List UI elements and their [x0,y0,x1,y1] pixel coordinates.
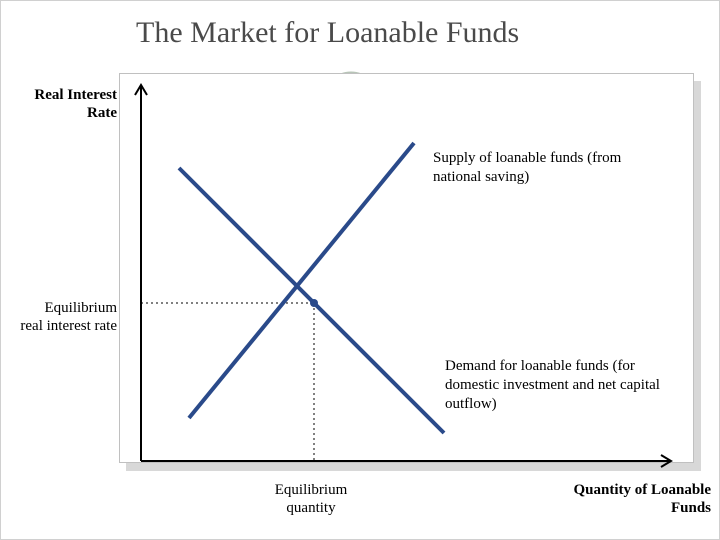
equilibrium-qty-label: Equilibrium quantity [251,481,371,517]
slide-title: The Market for Loanable Funds [136,16,696,50]
demand-label: Demand for loanable funds (for domestic … [445,357,665,413]
supply-curve [189,143,414,418]
equilibrium-point [310,299,318,307]
x-axis-label: Quantity of Loanable Funds [531,481,711,517]
slide: The Market for Loanable Funds Real Inter… [0,0,720,540]
y-axis-label: Real Interest Rate [29,86,117,122]
equilibrium-rate-label: Equilibrium real interest rate [19,299,117,335]
supply-label: Supply of loanable funds (from national … [433,149,653,187]
